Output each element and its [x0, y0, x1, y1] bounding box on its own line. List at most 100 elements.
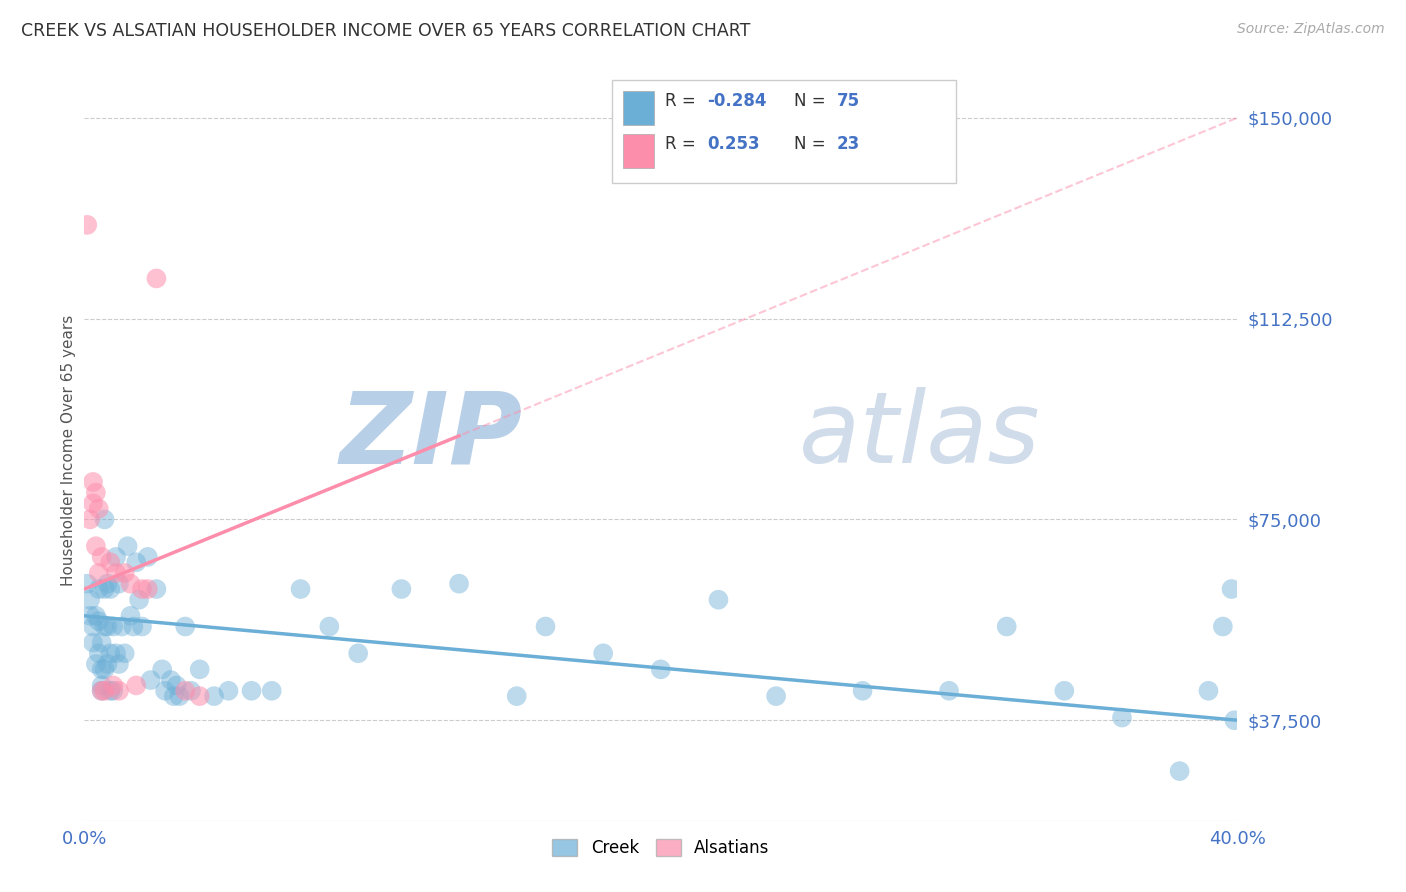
Point [103, 683, 124, 698]
Point [166, 678, 188, 692]
Point [108, 657, 131, 671]
Point [117, 539, 139, 553]
Point [240, 683, 263, 698]
Point [534, 619, 557, 633]
Point [1111, 710, 1133, 724]
Y-axis label: Householder Income Over 65 years: Householder Income Over 65 years [60, 315, 76, 586]
Point [105, 566, 128, 580]
Point [136, 582, 159, 596]
Point [87, 582, 110, 596]
Point [995, 619, 1018, 633]
Point [1053, 683, 1076, 698]
Point [82, 619, 104, 633]
Point [1168, 764, 1191, 778]
Point [139, 673, 162, 687]
Point [150, 662, 173, 676]
Point [202, 689, 225, 703]
Point [87, 614, 110, 628]
Point [90, 683, 112, 698]
Point [93, 582, 115, 596]
Point [852, 683, 875, 698]
Point [125, 555, 148, 569]
Text: N =: N = [794, 135, 831, 153]
Text: 75: 75 [837, 92, 859, 110]
Point [938, 683, 960, 698]
Point [98, 555, 121, 569]
Point [82, 475, 104, 489]
Point [108, 576, 131, 591]
Point [90, 662, 112, 676]
Point [90, 549, 112, 564]
Point [290, 582, 312, 596]
Point [82, 496, 104, 510]
Point [90, 683, 112, 698]
Text: ZIP: ZIP [339, 387, 523, 484]
Point [93, 683, 115, 698]
Point [120, 608, 142, 623]
Point [98, 646, 121, 660]
Point [84, 539, 107, 553]
Text: N =: N = [794, 92, 831, 110]
Text: CREEK VS ALSATIAN HOUSEHOLDER INCOME OVER 65 YEARS CORRELATION CHART: CREEK VS ALSATIAN HOUSEHOLDER INCOME OVE… [21, 22, 751, 40]
Text: atlas: atlas [799, 387, 1040, 484]
Point [79, 592, 101, 607]
Point [765, 689, 787, 703]
Point [84, 485, 107, 500]
Point [96, 576, 118, 591]
Point [84, 608, 107, 623]
Point [145, 582, 167, 596]
Point [131, 582, 153, 596]
Text: -0.284: -0.284 [707, 92, 766, 110]
Point [79, 512, 101, 526]
Point [84, 657, 107, 671]
Point [650, 662, 672, 676]
Point [391, 582, 413, 596]
Point [128, 592, 150, 607]
Point [347, 646, 370, 660]
Point [96, 657, 118, 671]
Point [260, 683, 283, 698]
Point [160, 673, 183, 687]
Point [76, 576, 98, 591]
Point [218, 683, 240, 698]
Point [180, 683, 202, 698]
Point [131, 619, 153, 633]
Point [93, 512, 115, 526]
Point [318, 619, 340, 633]
Point [169, 689, 191, 703]
Point [153, 683, 176, 698]
Point [174, 619, 197, 633]
Point [87, 501, 110, 516]
Point [93, 619, 115, 633]
Point [136, 549, 159, 564]
Point [103, 619, 124, 633]
Text: Source: ZipAtlas.com: Source: ZipAtlas.com [1237, 22, 1385, 37]
Point [79, 608, 101, 623]
Point [76, 218, 98, 232]
Point [163, 689, 186, 703]
Point [108, 683, 131, 698]
Point [96, 619, 118, 633]
Legend: Creek, Alsatians: Creek, Alsatians [546, 832, 776, 864]
Point [103, 678, 124, 692]
Point [145, 271, 167, 285]
Text: R =: R = [665, 92, 702, 110]
Point [188, 662, 211, 676]
Point [105, 549, 128, 564]
Point [707, 592, 730, 607]
Point [449, 576, 471, 591]
Point [82, 635, 104, 649]
Point [174, 683, 197, 698]
Text: 23: 23 [837, 135, 860, 153]
Point [1223, 713, 1246, 727]
Point [98, 683, 121, 698]
Point [90, 678, 112, 692]
Point [114, 646, 136, 660]
Point [120, 576, 142, 591]
Point [1220, 582, 1243, 596]
Point [87, 566, 110, 580]
Point [122, 619, 145, 633]
Point [98, 582, 121, 596]
Point [1198, 683, 1220, 698]
Point [87, 646, 110, 660]
